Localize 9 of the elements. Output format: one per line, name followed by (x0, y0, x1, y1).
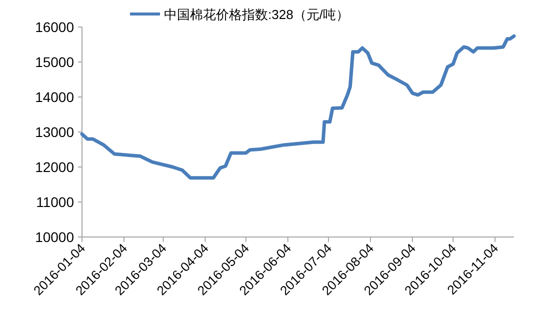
y-tick-label: 10000 (35, 229, 74, 245)
y-tick-label: 16000 (35, 19, 74, 35)
y-tick-label: 15000 (35, 54, 74, 70)
y-tick-label: 11000 (36, 194, 74, 210)
line-series (80, 34, 516, 180)
legend-label: 中国棉花价格指数:328（元/吨） (164, 7, 349, 22)
y-tick-label: 12000 (35, 159, 74, 175)
y-tick-label: 14000 (35, 89, 74, 105)
y-tick-label: 13000 (35, 124, 74, 140)
